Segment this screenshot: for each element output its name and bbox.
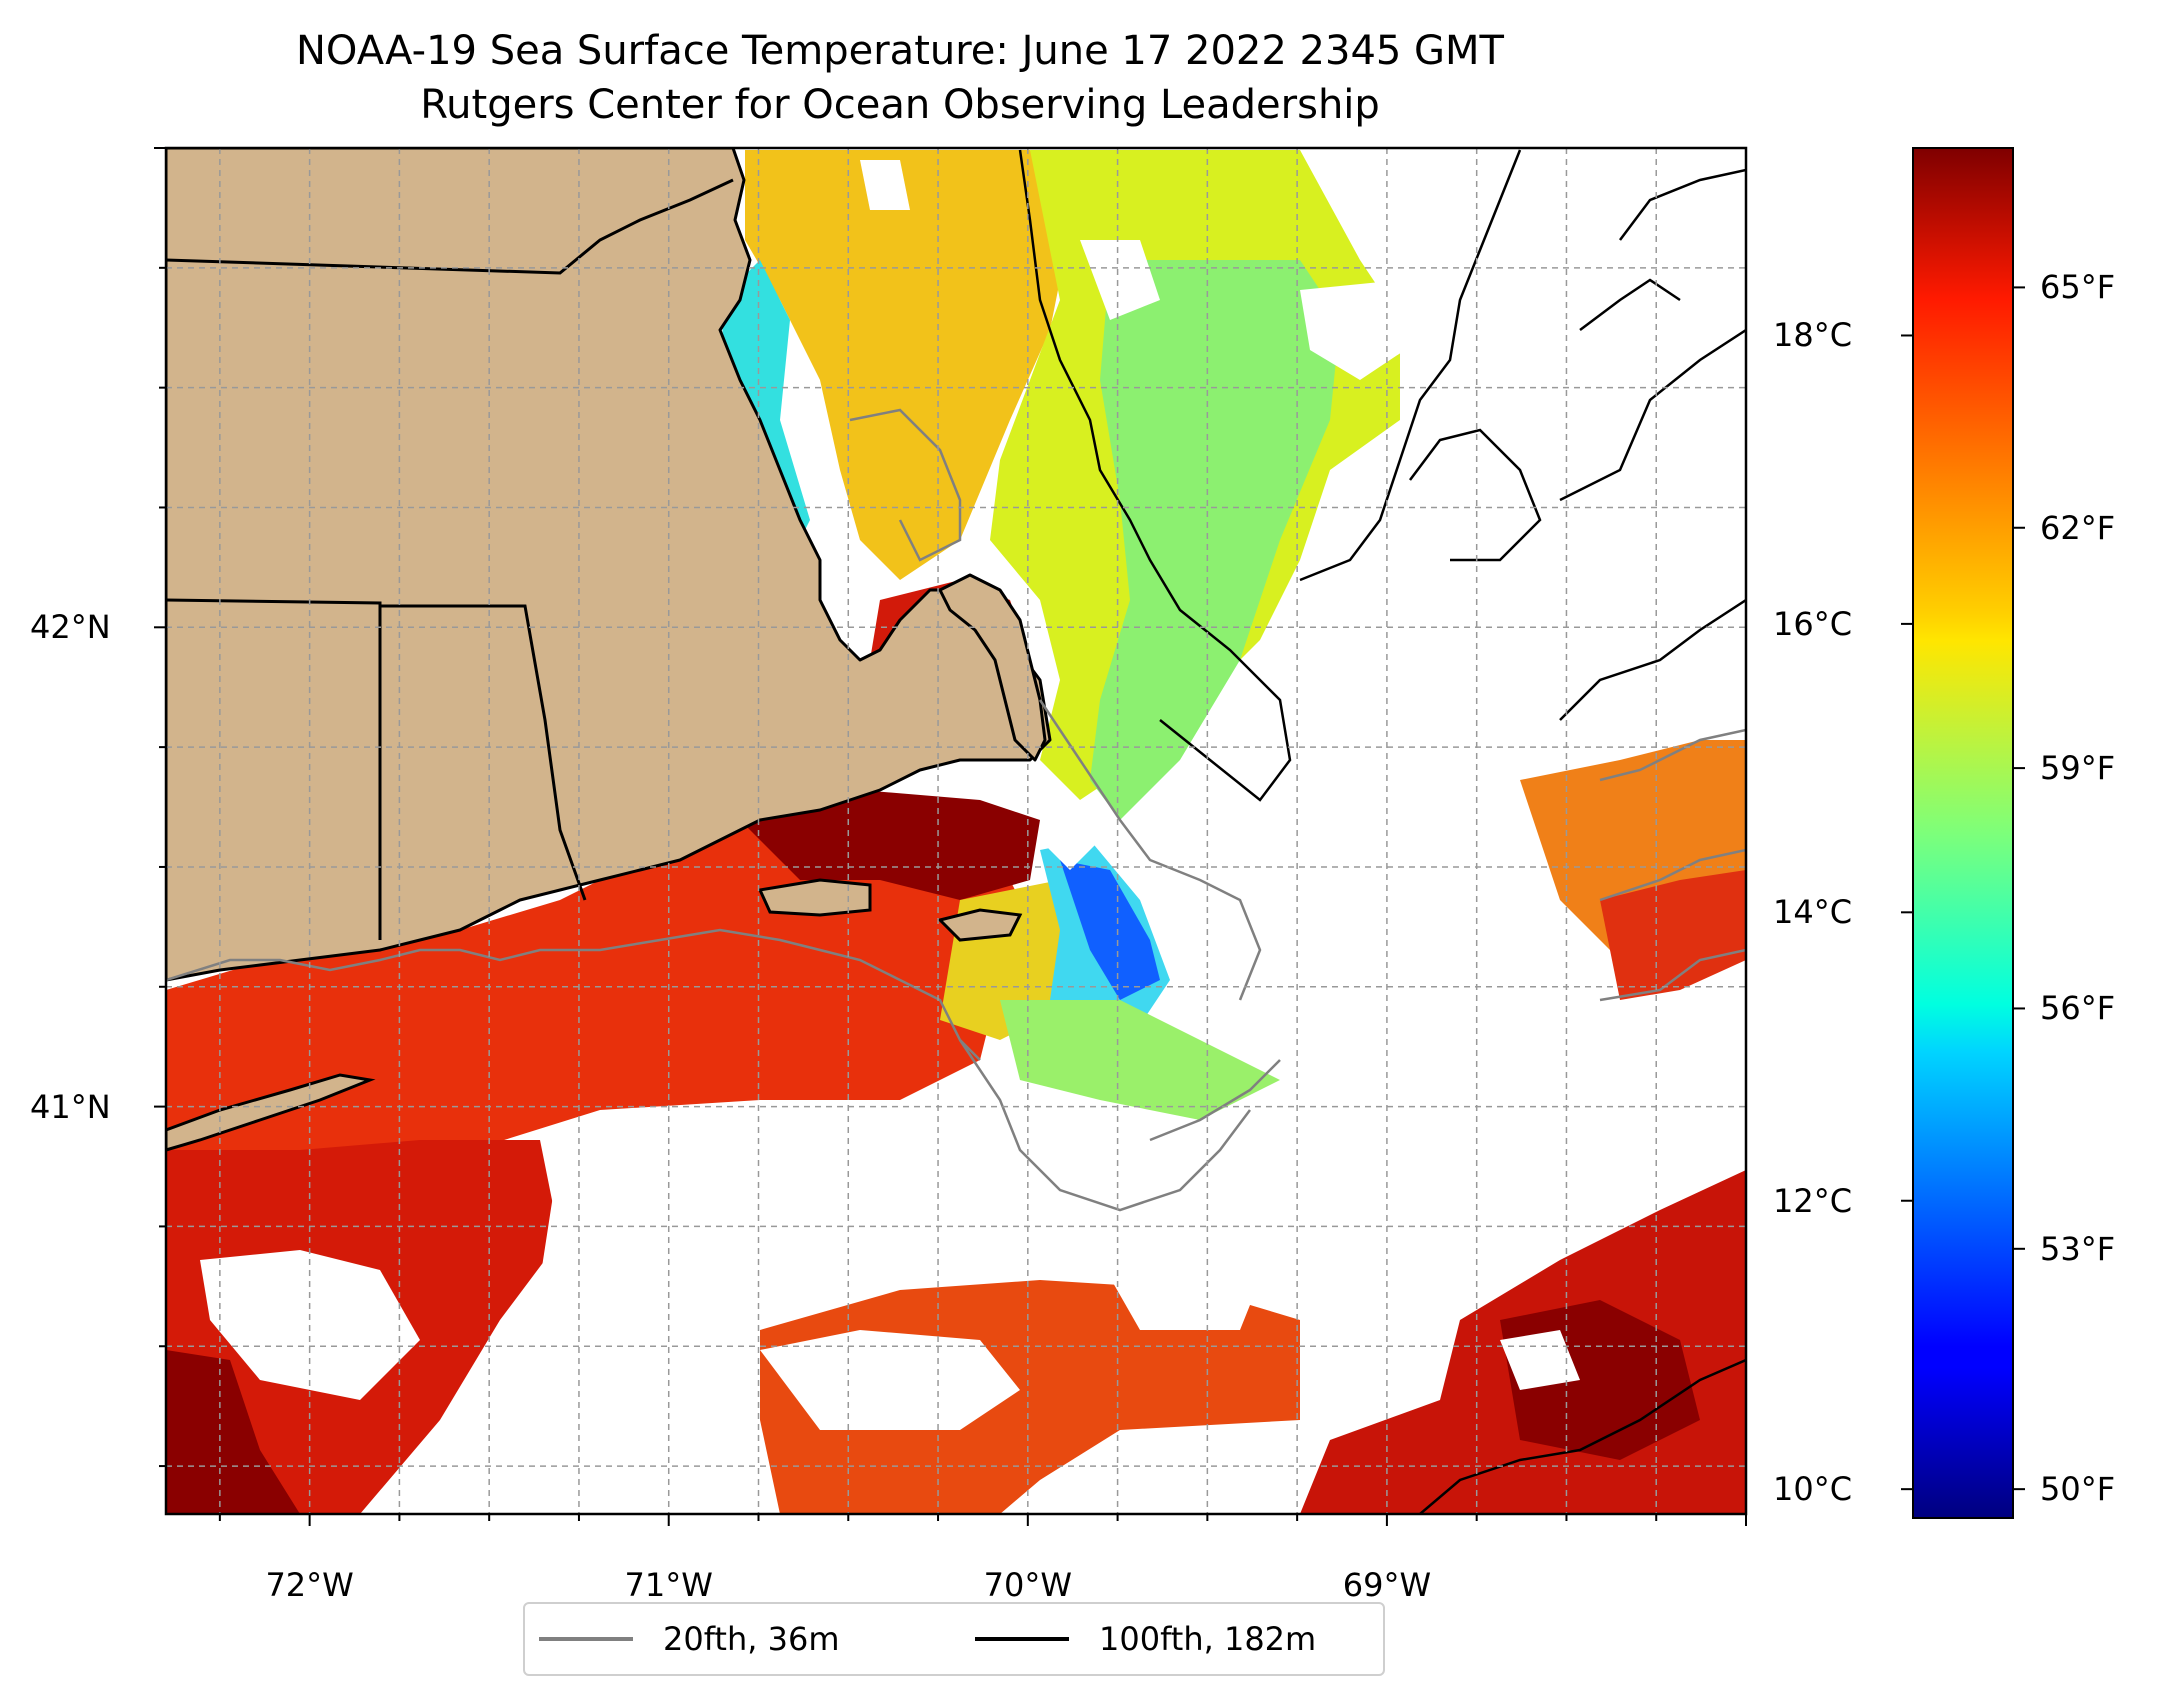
sst-shoals-blue (1060, 860, 1160, 1000)
sst-east-patches (1600, 870, 1746, 1000)
cape-cod-land (938, 573, 1047, 762)
sst-sound-dark-red (740, 790, 1040, 900)
lon-tick-label: 72°W (265, 1566, 354, 1604)
map-frame (164, 146, 1748, 1516)
colorbar-celsius-label: 16°C (1773, 604, 1853, 643)
colorbar-celsius-label: 10°C (1773, 1470, 1853, 1509)
sst-shoals-green (1000, 1000, 1280, 1120)
legend: 20fth, 36m 100fth, 182m (523, 1602, 1385, 1676)
map-subtitle: Rutgers Center for Ocean Observing Leade… (420, 82, 1380, 128)
legend-label-20fth: 20fth, 36m (663, 1620, 840, 1658)
no-data-gaps (200, 160, 1580, 1430)
colorbar (1912, 147, 2014, 1519)
map-title: NOAA-19 Sea Surface Temperature: June 17… (295, 28, 1504, 74)
colorbar-celsius-label: 12°C (1773, 1181, 1853, 1220)
legend-swatch-100fth (975, 1637, 1069, 1641)
lon-tick-label: 70°W (983, 1566, 1072, 1604)
colorbar-fahrenheit-label: 53°F (2040, 1229, 2116, 1268)
long-island-land (166, 1073, 376, 1152)
map-gridlines (166, 148, 1746, 1514)
lat-tick-label: 41°N (30, 1087, 111, 1126)
legend-item-100fth: 100fth, 182m (975, 1604, 1316, 1674)
contour-20fth (166, 408, 1746, 1212)
state-boundaries (166, 178, 734, 940)
lon-tick-label: 71°W (624, 1566, 713, 1604)
lat-tick-label: 42°N (30, 608, 111, 647)
colorbar-fahrenheit-label: 62°F (2040, 508, 2116, 547)
colorbar-fahrenheit-label: 50°F (2040, 1470, 2116, 1509)
marthas-vineyard-land (757, 878, 872, 917)
legend-swatch-20fth (539, 1637, 633, 1641)
lon-tick-label: 69°W (1342, 1566, 1432, 1604)
sst-gulf-of-maine-warm (745, 150, 1070, 580)
legend-item-20fth: 20fth, 36m (539, 1604, 839, 1674)
colorbar-fahrenheit-label: 56°F (2040, 989, 2116, 1028)
colorbar-celsius-label: 18°C (1773, 316, 1853, 355)
colorbar-ticks (1901, 286, 2025, 1491)
contour-100fth (1018, 149, 1746, 1514)
map-axis-ticks (154, 147, 1747, 1526)
colorbar-fahrenheit-label: 65°F (2040, 268, 2116, 307)
colorbar-celsius-label: 14°C (1773, 893, 1853, 932)
sst-southwest-dark (166, 1350, 300, 1514)
colorbar-fahrenheit-label: 59°F (2040, 749, 2116, 788)
legend-label-100fth: 100fth, 182m (1099, 1620, 1317, 1658)
nantucket-land (937, 908, 1023, 942)
sst-georges-basin-green (1090, 260, 1340, 820)
